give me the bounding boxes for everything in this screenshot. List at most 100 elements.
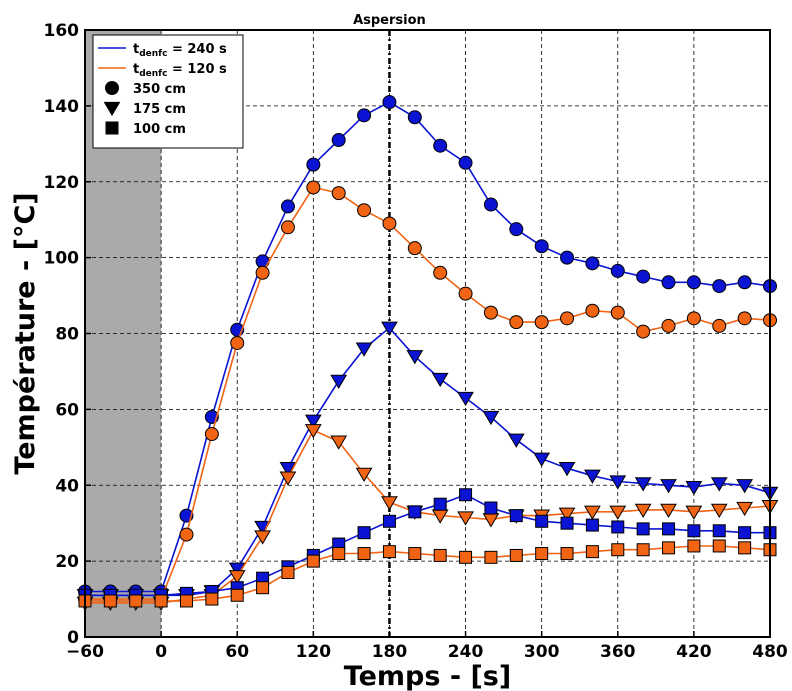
data-point [662,541,676,555]
data-point [685,505,703,520]
series-line [85,429,771,604]
data-point [357,108,372,123]
data-point [408,547,422,561]
data-point [256,581,270,595]
data-point [228,570,246,585]
y-tick-label: 140 [44,97,80,117]
data-point [685,481,703,496]
data-point [737,311,752,326]
data-point [280,199,295,214]
data-point [661,275,676,290]
legend-label: 350 cm [133,82,186,97]
legend-label: tdenfc = 240 s [133,42,227,59]
series-240-175cm [76,321,779,604]
series-line [85,545,771,602]
data-point [355,467,373,482]
data-point [610,305,625,320]
data-point [660,503,677,519]
data-point [585,545,599,559]
x-tick-label: 300 [524,642,560,662]
data-point [279,471,297,486]
data-point [585,303,600,318]
data-point [458,155,473,170]
data-point [482,513,500,528]
x-tick-label: 120 [296,642,332,662]
data-point [154,594,168,608]
data-point [458,286,473,301]
data-point [636,324,651,339]
series-120-100cm [78,539,777,608]
data-point [609,475,627,490]
data-point [636,543,650,557]
data-point [306,554,320,568]
data-point [636,269,651,284]
data-point [230,335,245,350]
legend-marker-swatch [103,101,121,117]
legend-marker-swatch [105,121,119,135]
data-point [332,547,346,561]
data-point [712,524,726,538]
data-point [535,514,549,528]
y-tick-label: 0 [67,628,79,648]
series-group [76,95,779,611]
data-point [484,501,498,515]
data-point [280,220,295,235]
data-point [433,265,448,280]
data-point [558,462,576,477]
data-point [736,479,754,494]
data-point [584,505,601,520]
data-point [357,526,371,540]
data-point [331,133,346,148]
data-point [609,505,627,520]
data-point [407,110,422,125]
data-point [636,522,650,536]
y-tick-label: 40 [55,476,79,496]
data-point [254,530,271,545]
data-point [483,197,498,212]
y-tick-label: 160 [44,21,80,41]
data-point [304,414,322,429]
series-line [85,101,771,593]
data-point [330,374,348,390]
data-point [279,462,297,477]
data-point [103,594,117,608]
y-tick-label: 100 [44,249,80,269]
data-point [712,279,727,294]
data-point [560,311,575,326]
data-point [662,522,676,536]
data-point [661,318,676,333]
y-tick-label: 120 [44,173,80,193]
data-point [611,543,625,557]
data-point [230,588,244,602]
data-point [482,410,500,426]
legend: tdenfc = 240 s tdenfc = 120 s 350 cm 175 cm… [92,34,244,149]
data-point [534,239,549,254]
data-point [129,594,143,608]
x-tick-label: 480 [752,642,788,662]
data-point [431,372,449,388]
data-point [509,222,524,237]
data-point [382,95,397,110]
x-tick-label: 60 [225,642,249,662]
data-point [459,488,473,502]
data-point [331,186,346,201]
data-point [737,275,752,290]
series-120-175cm [76,424,779,611]
data-point [407,241,422,256]
data-point [433,497,447,511]
legend-label: tdenfc = 120 s [133,62,227,79]
data-point [355,342,373,357]
data-point [408,505,422,519]
data-point [330,435,348,450]
data-point [205,592,219,606]
y-tick-label: 20 [55,552,79,572]
data-point [357,203,372,218]
data-point [710,477,728,492]
data-point [585,518,599,532]
legend-label: 175 cm [133,102,186,117]
data-point [712,539,726,553]
data-point [712,318,727,333]
data-point [736,501,754,517]
data-point [179,527,194,542]
legend-marker-swatch [105,81,119,95]
